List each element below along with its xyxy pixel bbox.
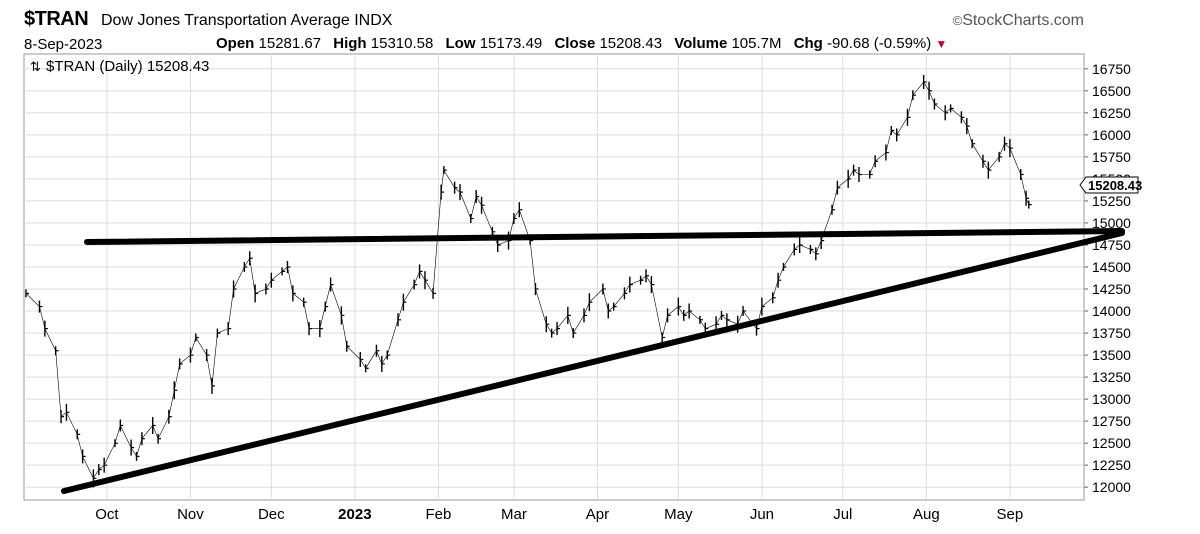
price-line [25, 81, 1030, 480]
open-value: 15281.67 [258, 35, 322, 52]
grid-lines [24, 54, 1088, 500]
high-label: High [333, 35, 367, 52]
volume-value: 105.7M [731, 35, 782, 52]
y-tick-label: 13500 [1092, 347, 1131, 363]
low-label: Low [445, 35, 476, 52]
y-tick-label: 15750 [1092, 149, 1131, 165]
y-tick-label: 14500 [1092, 259, 1131, 275]
instrument-name: Dow Jones Transportation Average INDX [101, 12, 392, 30]
price-bars [25, 75, 1032, 488]
chart-symbol: $TRAN [24, 8, 89, 30]
x-tick-label: May [664, 506, 693, 523]
y-tick-label: 16000 [1092, 127, 1131, 143]
x-tick-label: Apr [586, 506, 609, 523]
x-tick-label: Aug [913, 506, 940, 523]
down-arrow-icon: ▼ [935, 37, 948, 51]
x-tick-label: Sep [997, 506, 1024, 523]
high-value: 15310.58 [370, 35, 434, 52]
y-tick-label: 16750 [1092, 61, 1131, 77]
y-tick-label: 12500 [1092, 435, 1131, 451]
y-tick-label: 15250 [1092, 193, 1131, 209]
y-tick-label: 16250 [1092, 105, 1131, 121]
y-axis-labels: 12000 12250 12500 12750 13000 13250 13500 13750… [1092, 61, 1131, 495]
last-value-tag: 15208.43 [1079, 176, 1142, 194]
x-tick-label: Feb [426, 506, 452, 523]
y-tick-label: 16500 [1092, 83, 1131, 99]
last-value-text: 15208.43 [1088, 178, 1142, 193]
quote-date: 8-Sep-2023 [24, 36, 103, 53]
x-axis-labels: Oct Nov Dec 2023 Feb Mar Apr May Jun Jul Aug Sep [95, 506, 1023, 523]
brand-name: StockCharts.com [962, 12, 1084, 29]
close-value: 15208.43 [599, 35, 663, 52]
y-tick-label: 14250 [1092, 281, 1131, 297]
y-tick-label: 13250 [1092, 369, 1131, 385]
low-value: 15173.49 [479, 35, 543, 52]
legend-title: $TRAN (Daily) 15208.43 [46, 58, 209, 75]
brand-logo: ©StockCharts.com [953, 12, 1084, 30]
support-trendline [61, 230, 1125, 494]
open-label: Open [216, 35, 255, 52]
copyright-icon: © [952, 13, 963, 28]
x-tick-label: Mar [501, 506, 527, 523]
x-tick-label: Dec [258, 506, 285, 523]
quote-summary: Open 15281.67 High 15310.58 Low 15173.49… [216, 35, 947, 52]
y-tick-label: 15000 [1092, 215, 1131, 231]
y-tick-label: 13000 [1092, 391, 1131, 407]
x-tick-label: Jul [833, 506, 852, 523]
chg-label: Chg [793, 35, 823, 52]
y-tick-label: 14000 [1092, 303, 1131, 319]
resistance-trendline [84, 228, 1125, 245]
x-tick-label: Oct [95, 506, 119, 523]
x-tick-label: Jun [750, 506, 774, 523]
x-tick-label: 2023 [338, 506, 371, 523]
x-tick-label: Nov [177, 506, 204, 523]
plot-area [23, 53, 1085, 501]
y-tick-label: 12250 [1092, 457, 1131, 473]
instrument-full-name: Dow Jones Transportation Average [101, 12, 350, 29]
legend-bars-icon: ⇅ [30, 59, 41, 74]
last-value-pointer [1079, 176, 1139, 194]
y-tick-label: 12750 [1092, 413, 1131, 429]
chart-legend: ⇅ $TRAN (Daily) 15208.43 [30, 58, 209, 75]
chg-value: -90.68 (-0.59%) [827, 35, 932, 52]
volume-label: Volume [674, 35, 728, 52]
close-label: Close [554, 35, 596, 52]
y-tick-label: 13750 [1092, 325, 1131, 341]
y-tick-label: 12000 [1092, 479, 1131, 495]
exchange-label: INDX [354, 12, 393, 29]
